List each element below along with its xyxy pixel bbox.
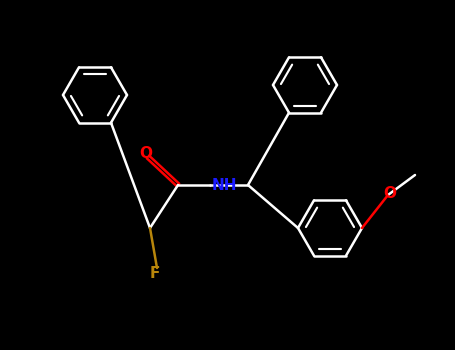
- Text: O: O: [140, 146, 152, 161]
- Text: F: F: [150, 266, 160, 281]
- Text: O: O: [384, 186, 396, 201]
- Text: NH: NH: [212, 177, 238, 192]
